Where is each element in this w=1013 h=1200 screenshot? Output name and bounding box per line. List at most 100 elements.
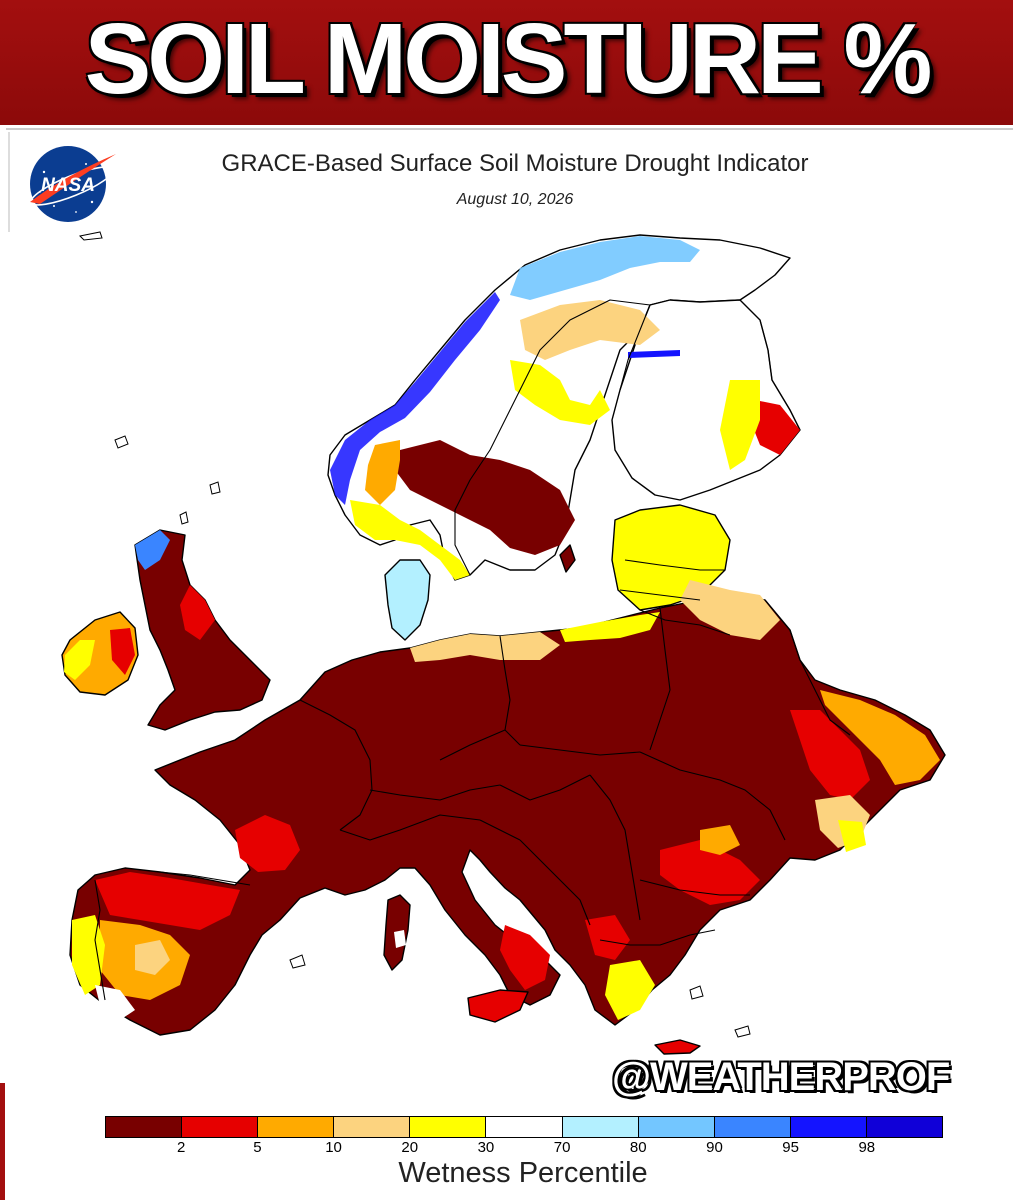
shetland-island [179, 511, 189, 525]
ukraine-east-orange [820, 690, 940, 785]
legend-tick-label: 30 [477, 1139, 495, 1156]
legend-swatch [866, 1117, 943, 1137]
iberia-tan-interior [135, 940, 170, 975]
legend-tick-label: 98 [858, 1139, 876, 1156]
legend-tick-label: 80 [629, 1139, 647, 1156]
legend-swatch [334, 1117, 411, 1137]
legend-swatch [714, 1117, 791, 1137]
border-romania-bulgaria [639, 879, 750, 896]
legend-tick-label: 90 [706, 1139, 723, 1156]
sweden-moderate-orange [365, 440, 400, 505]
border-balkans-west [519, 839, 591, 926]
northern-norway-wet-zone [510, 236, 700, 300]
denmark-landmass [384, 559, 431, 641]
legend-tick-label: 2 [177, 1139, 186, 1156]
legend-swatch [486, 1117, 563, 1137]
map-date: August 10, 2026 [456, 191, 574, 208]
nasa-logo-icon: NASA [30, 146, 116, 222]
poland-north-yellow [560, 612, 660, 642]
legend-tick-labels: 2 5 10 20 30 70 80 90 95 98 [105, 1139, 943, 1161]
finland-landmass [611, 299, 801, 501]
sweden-yellow-fringe [350, 500, 470, 580]
sicily-landmass [467, 989, 529, 1023]
legend-swatch [790, 1117, 867, 1137]
svalbard-fragment [78, 231, 103, 241]
map-title: GRACE-Based Surface Soil Moisture Drough… [221, 150, 809, 177]
sweden-dry-core [395, 440, 575, 555]
border-ukraine-russia [789, 629, 851, 736]
iberia-yellow-west [72, 915, 105, 995]
legend-swatch [562, 1117, 639, 1137]
balearic-island [289, 954, 306, 969]
legend-swatch [106, 1117, 183, 1137]
border-finland-russia [759, 319, 791, 411]
border-lithuania-latvia [619, 589, 701, 601]
sardinia-white-spot [394, 930, 406, 948]
faroe-island [114, 435, 129, 449]
lake-blue-strip [628, 350, 680, 358]
border-italy-alps [339, 814, 481, 841]
crete-landmass [654, 1039, 701, 1055]
border-hungary-romania [589, 774, 631, 861]
finland-east-dry [750, 400, 800, 455]
border-sweden-finland [619, 304, 651, 391]
baltics-tan-zone [680, 580, 780, 640]
border-france-spain [159, 871, 251, 886]
greece-red-zone [585, 915, 630, 960]
border-belarus-lithuania [639, 609, 731, 636]
border-poland-slovakia [519, 744, 641, 756]
orkney-island [209, 481, 221, 495]
border-austria-hungary [499, 774, 591, 801]
watermark-handle: @WEATHERPROF [612, 1055, 950, 1099]
aegean-island [689, 985, 704, 1000]
legend-swatch [258, 1117, 335, 1137]
legend-swatch [410, 1117, 487, 1137]
legend-tick-label: 10 [325, 1139, 342, 1156]
lapland-yellow-zone [510, 360, 610, 425]
ireland-west-yellow [64, 640, 95, 680]
scotland-blue-zone [135, 530, 170, 570]
legend-swatch [638, 1117, 715, 1137]
border-bulgaria-greece-turkey [599, 929, 716, 946]
europe-drought-map [61, 231, 946, 1055]
gotland-landmass [559, 544, 576, 573]
border-latvia-estonia [624, 559, 725, 571]
nasa-logo-text: NASA [41, 175, 95, 196]
norway-wet-blue-zone [330, 292, 500, 505]
north-german-coast-yellow [410, 632, 560, 662]
border-romania-ukraine-moldova [639, 751, 786, 841]
legend-tick-label: 95 [782, 1139, 799, 1156]
left-red-edge [0, 1083, 5, 1200]
italy-south-red [500, 925, 550, 990]
frame-left-line [8, 132, 10, 232]
frame-top-line [6, 128, 1013, 130]
title-banner: SOIL MOISTURE % [0, 0, 1013, 125]
balkans-orange-patch [700, 825, 740, 855]
border-germany-czech [439, 729, 506, 761]
border-france-belgium-germany [299, 699, 373, 831]
legend-tick-label: 5 [253, 1139, 262, 1156]
cyprus-fragment [734, 1025, 751, 1038]
border-spain-portugal [94, 879, 106, 1001]
france-west-red [235, 815, 300, 872]
greece-yellow-zone [605, 960, 655, 1020]
iberia-white-south [95, 985, 135, 1020]
ireland-east-red [110, 628, 135, 675]
legend-tick-label: 20 [401, 1139, 419, 1156]
crimea-yellow-tip [838, 820, 866, 852]
legend-title: Wetness Percentile [398, 1157, 648, 1189]
border-serbia-bulgaria [629, 859, 641, 921]
legend-tick-label: 70 [553, 1139, 571, 1156]
border-germany-poland [499, 635, 521, 746]
banner-title: SOIL MOISTURE % [84, 3, 933, 115]
border-poland-belarus-ukraine [649, 607, 671, 751]
balkans-red-zone [660, 840, 760, 905]
iberia-red-zone [95, 872, 240, 930]
border-germany-switzerland-austria [369, 784, 501, 801]
finland-yellow-zone [720, 380, 760, 470]
legend-color-bar [105, 1116, 943, 1138]
legend-swatch [182, 1117, 259, 1137]
ukraine-red-zone [790, 710, 870, 800]
lapland-tan-zone [520, 300, 660, 360]
britain-east-red [180, 585, 215, 640]
